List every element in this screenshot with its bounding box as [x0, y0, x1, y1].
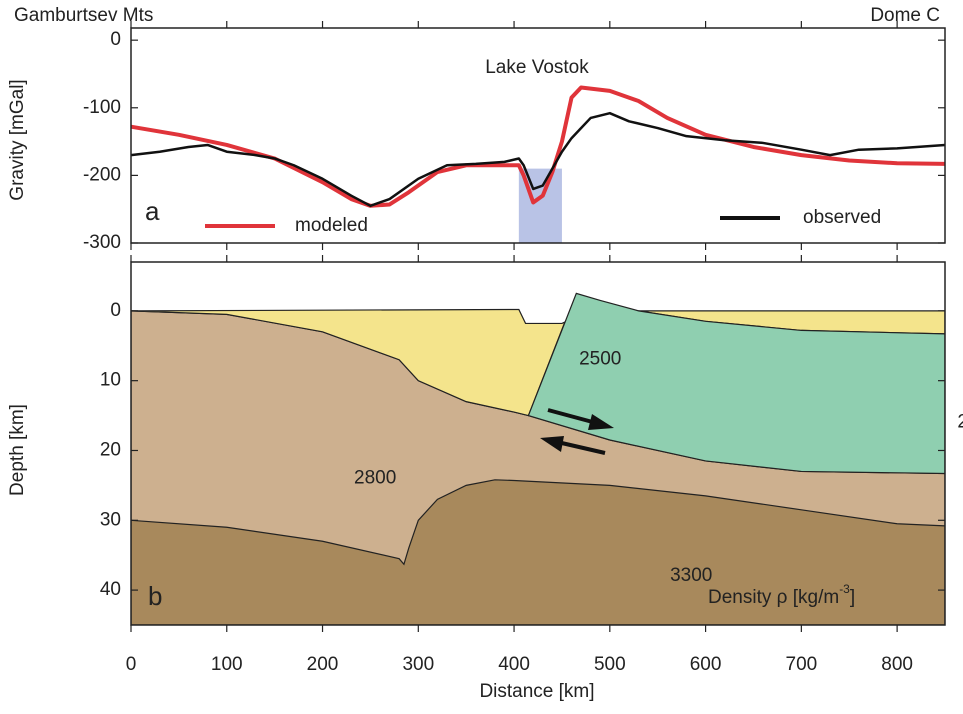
cross-section	[131, 292, 945, 625]
y-tick-label: -100	[83, 97, 121, 118]
line	[130, 111, 946, 208]
panel-label: a	[145, 196, 160, 226]
x-tick-label: 400	[498, 654, 530, 675]
x-tick-label: 0	[126, 654, 137, 675]
y-tick-label: 40	[100, 579, 121, 600]
x-tick-label: 200	[307, 654, 339, 675]
x-tick-label: 500	[594, 654, 626, 675]
x-tick-label: 600	[690, 654, 722, 675]
annotation: Lake Vostok	[485, 57, 589, 78]
density-layer	[527, 292, 945, 475]
y-tick-label: 10	[100, 370, 121, 391]
frame	[130, 261, 946, 626]
panel-label: b	[148, 581, 162, 611]
density-label: 3300	[670, 565, 712, 586]
density-layer	[131, 479, 945, 625]
y-tick-label: -200	[83, 164, 121, 185]
density-label: 2800	[957, 412, 963, 433]
density-layer	[131, 308, 566, 417]
y-tick-label: 0	[110, 300, 121, 321]
x-tick-label: 300	[402, 654, 434, 675]
y-axis-label: Depth [km]	[7, 404, 28, 496]
top-left-label: Gamburtsev Mts	[14, 5, 153, 26]
density-label: 2500	[579, 349, 621, 370]
legend-text: Density ρ [kg/m-3]	[708, 582, 855, 608]
legend-text: ]	[850, 587, 855, 608]
legend-label: modeled	[295, 215, 368, 236]
legend-text: Density ρ [kg/m	[708, 587, 839, 608]
y-tick-label: 20	[100, 439, 121, 460]
y-tick-label: -300	[83, 232, 121, 253]
x-tick-label: 800	[881, 654, 913, 675]
x-tick-label: 700	[786, 654, 818, 675]
frame	[130, 27, 946, 244]
x-tick-label: 100	[211, 654, 243, 675]
density-label: 2800	[354, 467, 396, 488]
fault-arrows	[540, 408, 614, 455]
x-axis-label: Distance [km]	[479, 681, 594, 702]
top-right-label: Dome C	[870, 5, 940, 26]
y-tick-label: 30	[100, 509, 121, 530]
legend-text: -3	[839, 582, 850, 596]
legend-label: observed	[803, 207, 881, 228]
y-axis-label: Gravity [mGal]	[7, 79, 28, 200]
y-tick-label: 0	[110, 29, 121, 50]
